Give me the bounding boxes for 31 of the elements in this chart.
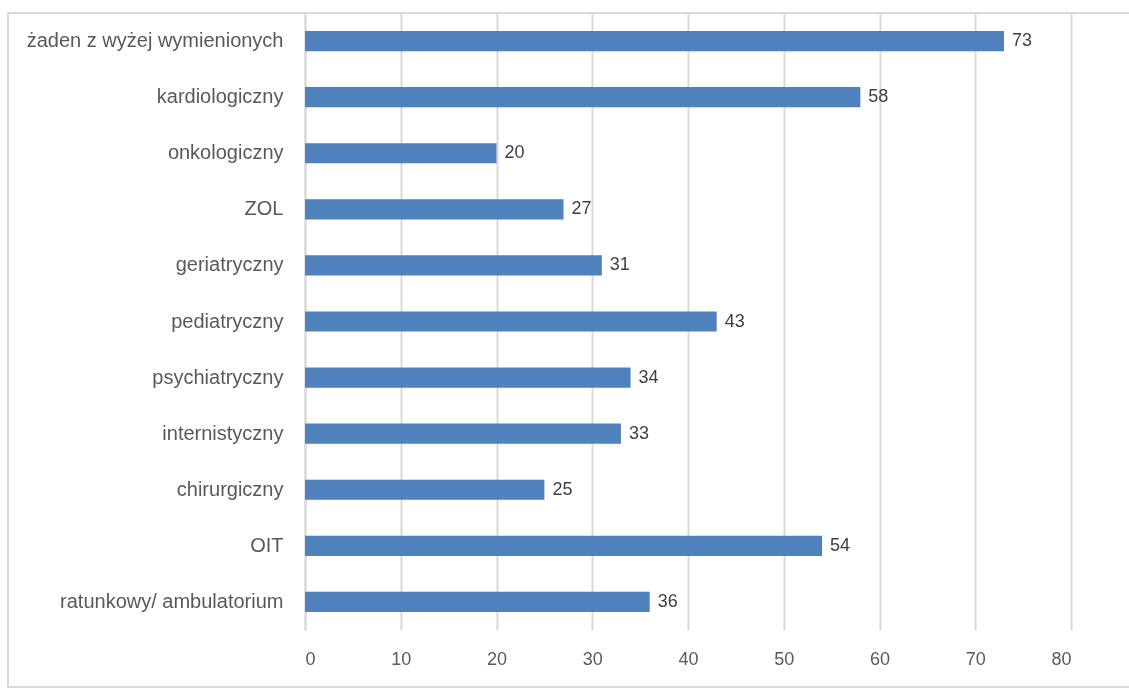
data-label: 43 bbox=[724, 310, 745, 331]
y-tick-label: kardiologiczny bbox=[156, 85, 284, 108]
data-label: 54 bbox=[830, 534, 851, 555]
x-tick-label: 20 bbox=[486, 648, 508, 669]
x-tick-label: 50 bbox=[774, 648, 795, 669]
x-tick-label: 0 bbox=[305, 648, 316, 669]
data-label: 58 bbox=[868, 86, 889, 107]
data-label: 27 bbox=[571, 198, 592, 219]
data-label: 31 bbox=[609, 254, 630, 275]
y-tick-label: OIT bbox=[250, 533, 284, 556]
data-label: 20 bbox=[504, 142, 525, 163]
y-tick-label: pediatryczny bbox=[171, 309, 284, 332]
x-tick-label: 30 bbox=[582, 648, 603, 669]
y-tick-label: internistyczny bbox=[162, 421, 284, 444]
x-tick-label: 40 bbox=[678, 648, 699, 669]
y-tick-label: ZOL bbox=[244, 197, 284, 220]
x-tick-label: 60 bbox=[869, 648, 891, 669]
y-tick-label: geriatryczny bbox=[175, 253, 284, 276]
x-tick-label: 80 bbox=[1051, 648, 1072, 669]
y-tick-label: żaden z wyżej wymienionych bbox=[26, 29, 284, 52]
y-tick-label: onkologiczny bbox=[167, 141, 284, 164]
data-label: 73 bbox=[1011, 30, 1033, 51]
data-label: 36 bbox=[657, 590, 678, 611]
x-tick-label: 70 bbox=[965, 648, 986, 669]
y-tick-label: ratunkowy/ ambulatorium bbox=[60, 589, 284, 612]
y-tick-label: chirurgiczny bbox=[176, 477, 284, 500]
x-tick-label: 10 bbox=[391, 648, 412, 669]
data-label: 33 bbox=[628, 422, 650, 443]
y-tick-label: psychiatryczny bbox=[152, 365, 284, 388]
data-label: 34 bbox=[638, 366, 659, 387]
data-label: 25 bbox=[552, 478, 573, 499]
